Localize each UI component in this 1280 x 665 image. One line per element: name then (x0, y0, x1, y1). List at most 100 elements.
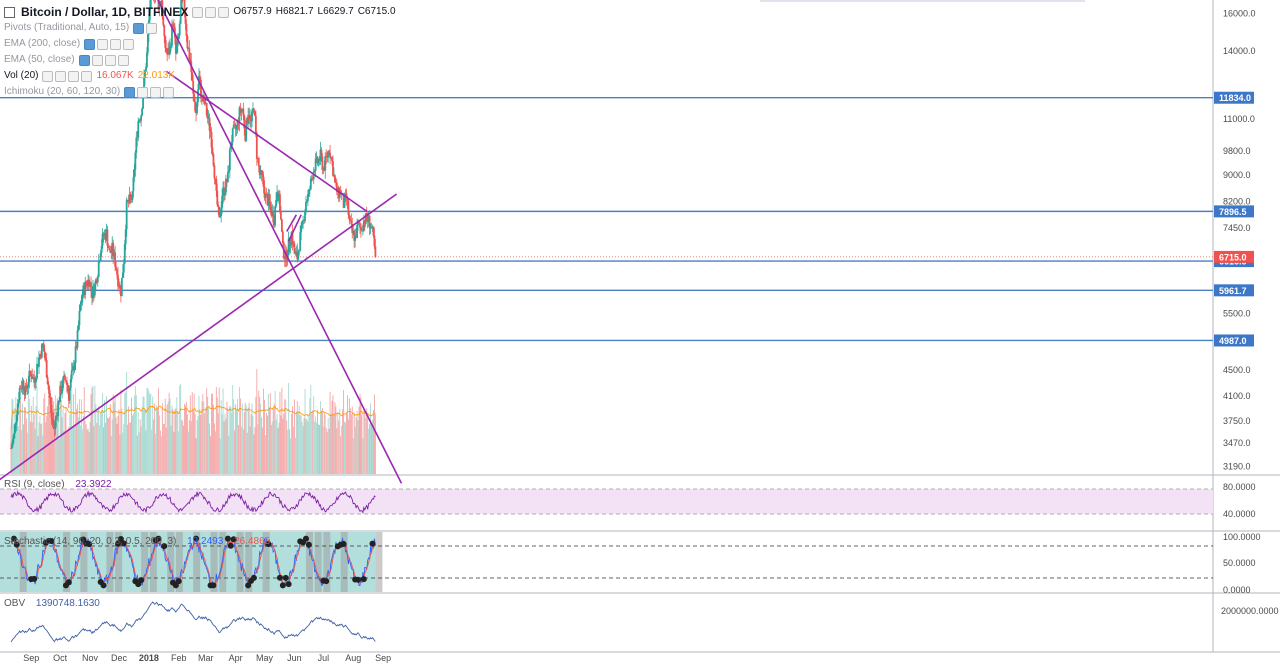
candle (349, 215, 352, 222)
volume-bar (355, 417, 357, 474)
volume-bar (20, 400, 22, 474)
volume-bar (354, 426, 356, 474)
candle-body (195, 111, 197, 114)
candle-body (163, 25, 166, 37)
candle-body (94, 279, 97, 285)
settings-icon[interactable] (133, 22, 145, 34)
candle (67, 385, 70, 409)
candle (245, 117, 248, 142)
settings-icon[interactable] (124, 86, 136, 98)
candle (116, 268, 118, 280)
volume-bar (129, 422, 131, 474)
volume-bar (230, 406, 232, 474)
volume-bar (281, 387, 283, 474)
volume-bar (128, 406, 130, 474)
add-icon[interactable] (68, 70, 80, 82)
visibility-icon[interactable] (97, 38, 109, 50)
add-icon[interactable] (150, 86, 162, 98)
volume-bar (108, 416, 110, 474)
candle-body (254, 115, 257, 133)
add-icon[interactable] (104, 54, 116, 66)
close-icon[interactable] (117, 54, 129, 66)
stoch-legend[interactable]: Stochastic (14, 90, 20, 0.3, 0.5, 200, 3… (4, 536, 270, 547)
volume-bar (81, 429, 83, 474)
candle (60, 380, 63, 396)
volume-bar (314, 421, 316, 474)
candle-body (239, 107, 242, 113)
rsi-legend[interactable]: RSI (9, close) 23.3922 (4, 479, 112, 490)
price-tick-label: 7450.0 (1223, 223, 1251, 233)
candle-body (65, 380, 67, 382)
visibility-icon[interactable] (137, 86, 149, 98)
add-icon[interactable] (110, 38, 122, 50)
stoch-extreme-dot (115, 540, 122, 547)
candle (17, 391, 20, 408)
volume-bar (370, 403, 372, 474)
chart-legend: Bitcoin / Dollar, 1D, BITFINEX O6757.9 H… (4, 4, 396, 100)
candle-body (293, 243, 296, 254)
volume-bar (242, 429, 244, 474)
candle (257, 156, 260, 173)
candle (123, 240, 126, 265)
visibility-icon[interactable] (55, 70, 67, 82)
gear-icon[interactable] (205, 6, 217, 18)
volume-bar (85, 424, 87, 474)
volume-bar (293, 399, 295, 474)
close-icon[interactable] (163, 86, 175, 98)
candle (83, 282, 86, 298)
indicator-row-pivots[interactable]: Pivots (Traditional, Auto, 15) (4, 20, 396, 36)
candle-body (32, 377, 35, 379)
candles (10, 0, 377, 450)
settings-icon[interactable] (42, 70, 54, 82)
x-axis-label: Dec (111, 653, 128, 663)
settings-icon[interactable] (84, 38, 96, 50)
volume-bar (357, 420, 359, 474)
volume-bar (171, 405, 173, 474)
volume-bar (28, 398, 30, 474)
candle-body (140, 115, 143, 121)
candle (315, 151, 318, 163)
candle (276, 185, 278, 204)
volume-bar (336, 428, 338, 474)
candle (334, 177, 337, 187)
volume-bar (100, 412, 102, 474)
candle-body (261, 174, 264, 177)
candle-body (227, 170, 230, 173)
volume-bar (72, 426, 74, 474)
volume-bar (64, 413, 66, 474)
visibility-icon[interactable] (91, 54, 103, 66)
stoch-extreme-dot (369, 540, 376, 547)
candle (224, 187, 226, 200)
volume-bar (278, 422, 280, 474)
close-icon[interactable] (81, 70, 93, 82)
settings-icon[interactable] (78, 54, 90, 66)
candle (106, 225, 109, 253)
candle (105, 223, 108, 242)
candle-body (307, 189, 310, 194)
candle-body (38, 357, 40, 367)
candle (241, 108, 244, 112)
candle-body (120, 277, 123, 297)
candle-body (50, 404, 53, 418)
more-icon[interactable] (218, 6, 230, 18)
close-icon[interactable] (123, 38, 135, 50)
candle-body (316, 156, 319, 164)
volume-bar (214, 431, 216, 474)
volume-bar (105, 422, 106, 474)
close-icon[interactable] (146, 22, 158, 34)
volume-bar (340, 435, 342, 474)
collapse-icon[interactable] (4, 6, 15, 18)
candle-body (295, 251, 298, 253)
volume-bar (319, 424, 320, 474)
indicator-row-ichimoku[interactable]: Ichimoku (20, 60, 120, 30) (4, 84, 396, 100)
candle-body (296, 251, 299, 260)
level-price-tag (1214, 334, 1254, 347)
eye-icon[interactable] (192, 6, 204, 18)
indicator-row-vol[interactable]: Vol (20) 16.067K 22.013K (4, 68, 396, 84)
candle-body (29, 370, 32, 374)
indicator-row-ema50[interactable]: EMA (50, close) (4, 52, 396, 68)
candle (61, 380, 63, 399)
indicator-row-ema200[interactable]: EMA (200, close) (4, 36, 396, 52)
obv-legend[interactable]: OBV 1390748.1630 (4, 598, 100, 609)
